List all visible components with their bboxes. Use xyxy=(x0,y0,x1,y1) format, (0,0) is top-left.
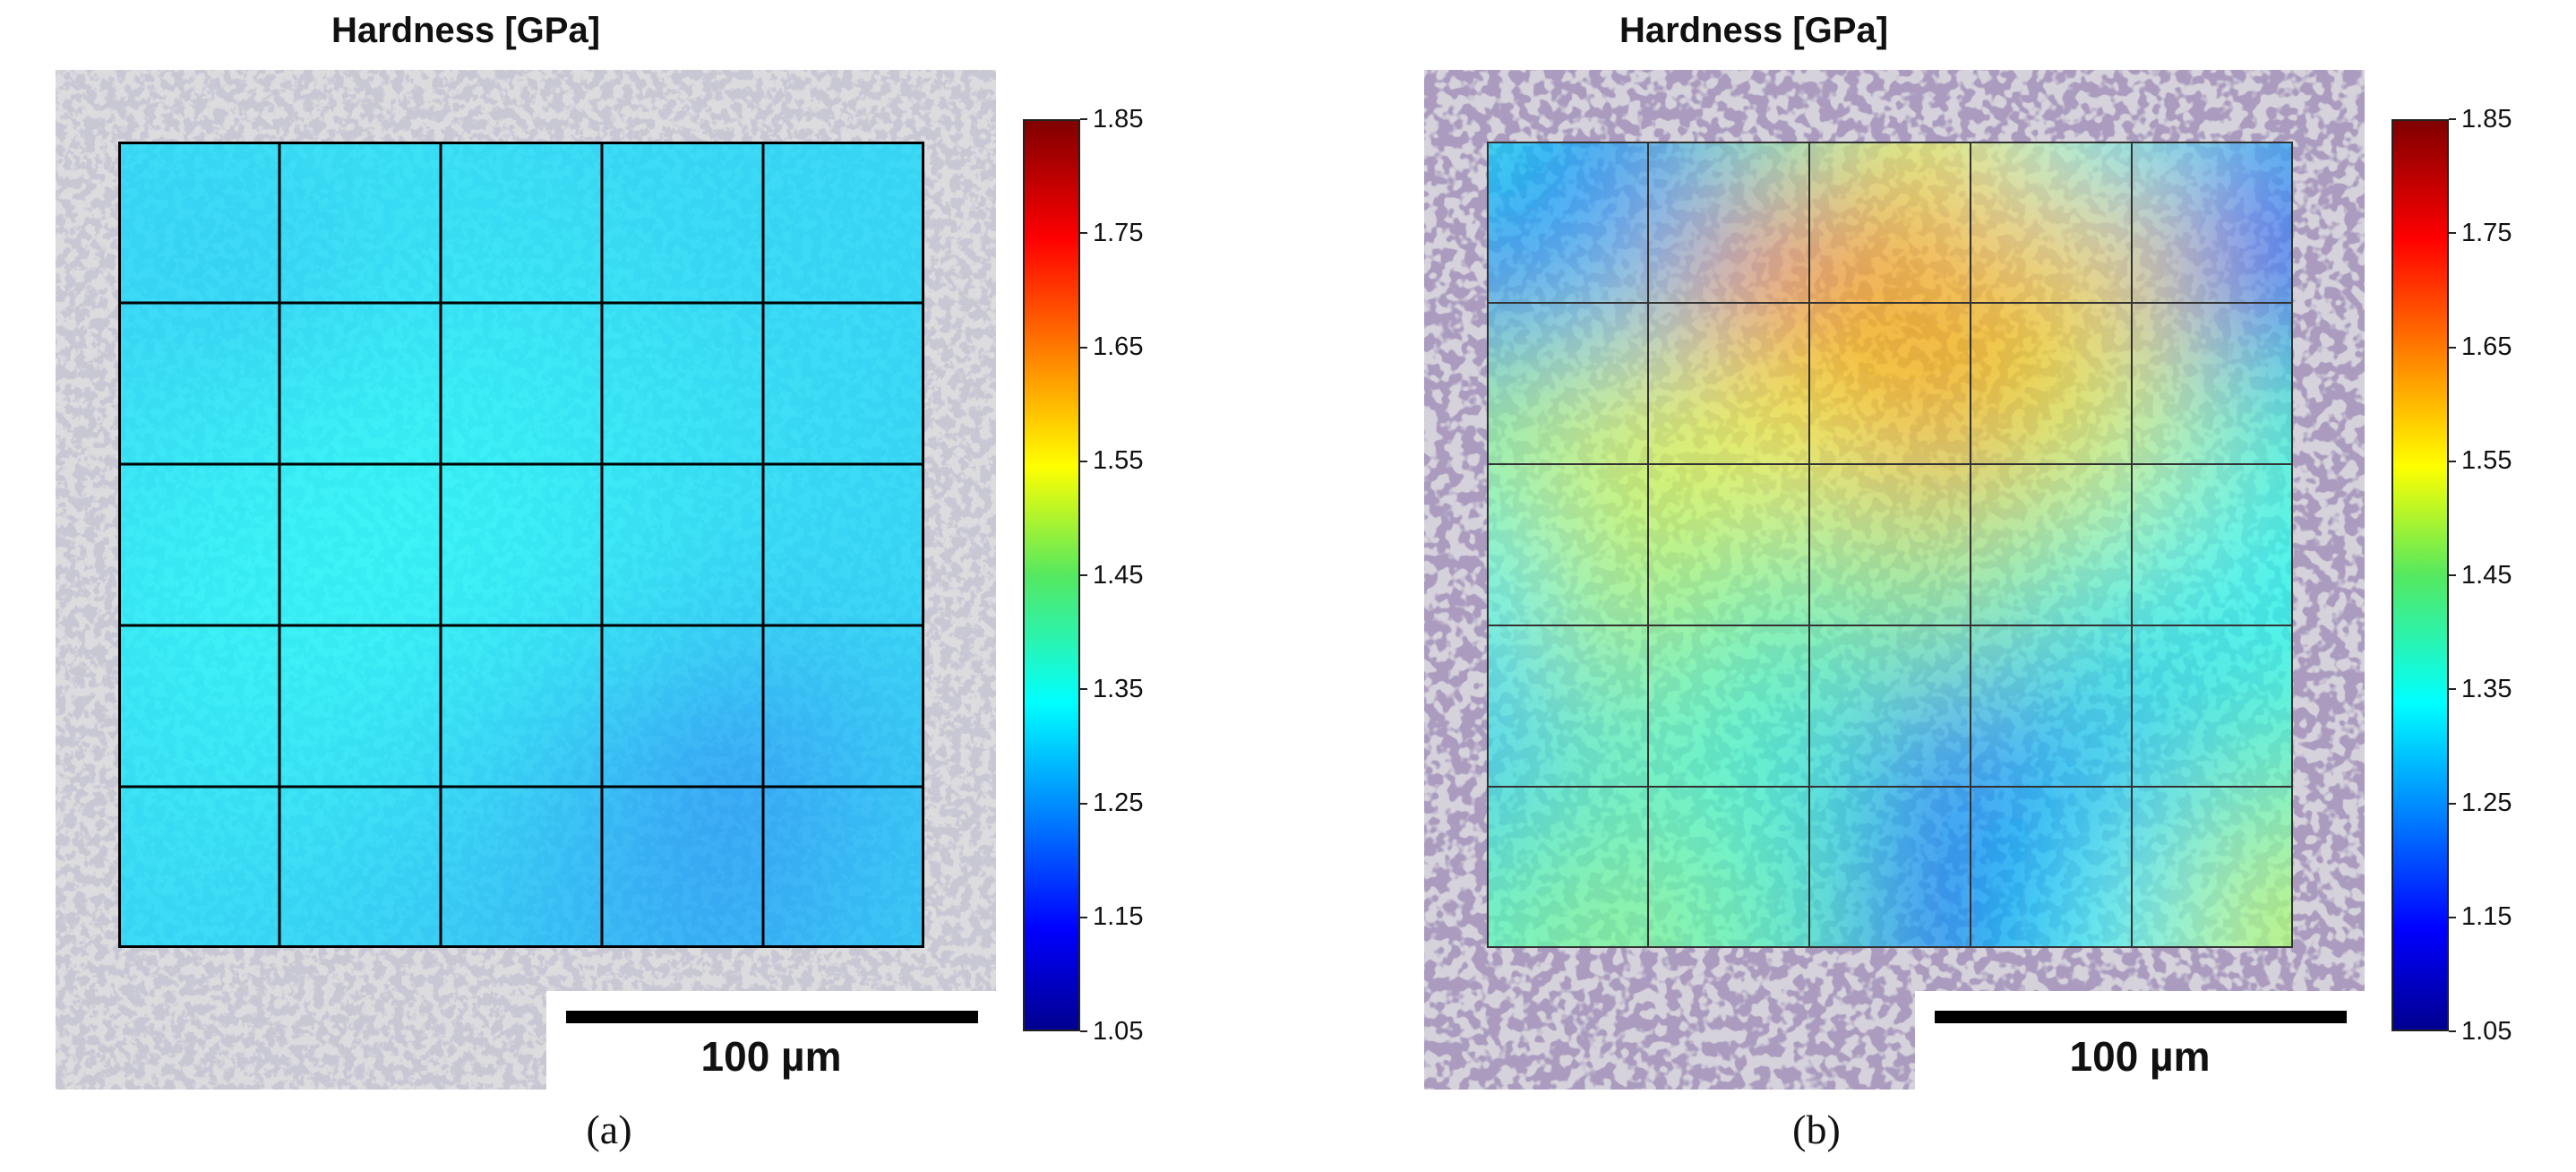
tick-mark xyxy=(1080,1030,1087,1032)
colorbar-tick-label: 1.85 xyxy=(2449,105,2556,134)
tick-text: 1.75 xyxy=(2461,218,2512,247)
tick-text: 1.25 xyxy=(1093,789,1144,817)
hardness-map xyxy=(118,142,924,948)
tick-text: 1.35 xyxy=(1093,674,1144,703)
tick-mark xyxy=(2449,688,2456,691)
colorbar-tick-label: 1.45 xyxy=(2449,561,2556,590)
colorbar-tick-label: 1.55 xyxy=(1080,446,1188,476)
tick-mark xyxy=(1080,460,1087,462)
colorbar-tick-label: 1.25 xyxy=(1080,789,1188,818)
colorbar xyxy=(1023,119,1080,1031)
tick-text: 1.55 xyxy=(1093,446,1144,476)
tick-mark xyxy=(1080,802,1087,805)
colorbar-tick-label: 1.05 xyxy=(2449,1017,2556,1046)
tick-mark xyxy=(1080,232,1087,235)
colorbar-tick-label: 1.85 xyxy=(1080,105,1188,134)
tick-text: 1.05 xyxy=(2461,1016,2512,1046)
colorbar-tick-label: 1.15 xyxy=(2449,902,2556,932)
microstructure-image: 100 µm xyxy=(56,70,996,1090)
tick-mark xyxy=(1080,916,1087,918)
tick-mark xyxy=(1080,688,1087,691)
panel-a: Hardness [GPa] xyxy=(56,11,1188,1152)
hardness-map xyxy=(1487,142,2293,948)
panel-label: (a) xyxy=(586,1107,632,1152)
panel-label: (b) xyxy=(1792,1107,1841,1152)
colorbar-tick-label: 1.45 xyxy=(1080,561,1188,590)
tick-text: 1.85 xyxy=(1093,104,1144,134)
tick-text: 1.45 xyxy=(2461,560,2512,590)
scale-bar: 100 µm xyxy=(546,991,996,1090)
tick-mark xyxy=(2449,802,2456,805)
tick-text: 1.75 xyxy=(1093,218,1144,247)
hardness-point xyxy=(803,827,924,948)
tick-text: 1.15 xyxy=(2461,902,2512,932)
colorbar-tick-label: 1.25 xyxy=(2449,789,2556,818)
colorbar-tick-label: 1.35 xyxy=(2449,675,2556,703)
colorbar-tick-label: 1.75 xyxy=(1080,219,1188,247)
tick-mark xyxy=(1080,346,1087,349)
scale-bar-line xyxy=(566,1011,978,1023)
tick-text: 1.55 xyxy=(2461,446,2512,476)
tick-text: 1.45 xyxy=(1093,560,1144,590)
tick-mark xyxy=(1080,118,1087,120)
tick-text: 1.25 xyxy=(2461,789,2512,817)
tick-text: 1.65 xyxy=(2461,332,2512,361)
panel-b: Hardness [GPa] xyxy=(1288,0,2576,1172)
chart-title: Hardness [GPa] xyxy=(1619,11,1889,50)
tick-mark xyxy=(2449,916,2456,918)
tick-mark xyxy=(2449,346,2456,349)
tick-mark xyxy=(2449,574,2456,576)
scale-bar-label: 100 µm xyxy=(2069,1033,2211,1080)
colorbar-tick-label: 1.05 xyxy=(1080,1017,1188,1046)
colorbar-ticks: 1.85 1.75 1.65 1.55 1.45 1.35 1.25 1.15 1.05 xyxy=(1080,105,1188,1046)
colorbar-tick-label: 1.65 xyxy=(2449,332,2556,362)
colorbar-ticks: 1.85 1.75 1.65 1.55 1.45 1.35 1.25 1.15 1.05 xyxy=(2449,105,2556,1046)
tick-text: 1.35 xyxy=(2461,674,2512,703)
tick-mark xyxy=(2449,1030,2456,1032)
scale-bar-line xyxy=(1935,1011,2347,1023)
tick-text: 1.05 xyxy=(1093,1016,1144,1046)
tick-text: 1.15 xyxy=(1093,902,1144,932)
colorbar-tick-label: 1.55 xyxy=(2449,446,2556,476)
chart-title: Hardness [GPa] xyxy=(331,11,601,50)
hardness-point xyxy=(2172,827,2293,948)
microstructure-image: 100 µm xyxy=(1424,70,2365,1090)
tick-text: 1.85 xyxy=(2461,104,2512,134)
colorbar-tick-label: 1.15 xyxy=(1080,902,1188,932)
tick-mark xyxy=(1080,574,1087,576)
tick-mark xyxy=(2449,232,2456,235)
scale-bar-label: 100 µm xyxy=(700,1033,842,1080)
colorbar xyxy=(2391,119,2449,1031)
scale-bar: 100 µm xyxy=(1915,991,2365,1090)
colorbar-tick-label: 1.75 xyxy=(2449,219,2556,247)
tick-text: 1.65 xyxy=(1093,332,1144,361)
colorbar-tick-label: 1.35 xyxy=(1080,675,1188,703)
tick-mark xyxy=(2449,118,2456,120)
colorbar-tick-label: 1.65 xyxy=(1080,332,1188,362)
tick-mark xyxy=(2449,460,2456,462)
